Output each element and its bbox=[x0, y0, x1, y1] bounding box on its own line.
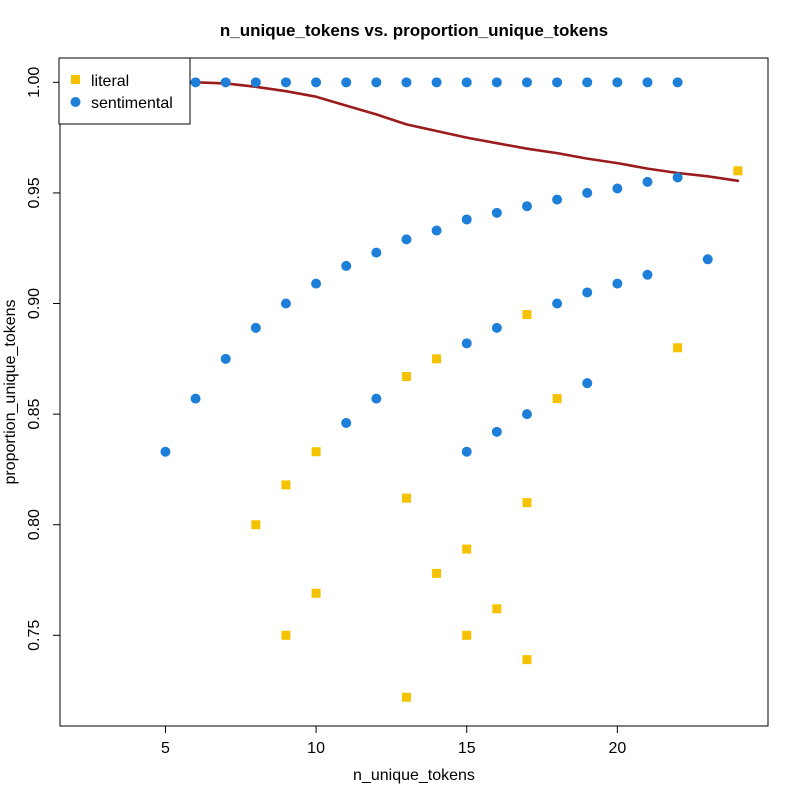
point-sentimental bbox=[341, 77, 352, 88]
point-literal bbox=[432, 568, 442, 578]
x-tick-label: 20 bbox=[608, 740, 626, 757]
point-sentimental bbox=[250, 77, 261, 88]
point-sentimental bbox=[521, 409, 532, 420]
trend-line bbox=[164, 81, 740, 183]
point-sentimental bbox=[461, 214, 472, 225]
point-sentimental bbox=[642, 269, 653, 280]
point-sentimental bbox=[702, 254, 713, 265]
point-literal bbox=[401, 372, 411, 382]
point-sentimental bbox=[250, 322, 261, 333]
point-sentimental bbox=[280, 298, 291, 309]
point-literal bbox=[552, 394, 562, 404]
y-tick-label: 1.00 bbox=[26, 67, 43, 98]
point-sentimental bbox=[401, 234, 412, 245]
y-tick-label: 0.85 bbox=[26, 398, 43, 429]
point-sentimental bbox=[642, 77, 653, 88]
point-literal bbox=[401, 692, 411, 702]
y-axis: 0.75 0.80 0.85 0.90 0.95 1.00 bbox=[26, 67, 60, 651]
point-sentimental bbox=[582, 187, 593, 198]
point-sentimental bbox=[311, 77, 322, 88]
x-axis: 5 10 15 20 bbox=[161, 726, 626, 757]
point-sentimental bbox=[461, 77, 472, 88]
point-sentimental bbox=[552, 194, 563, 205]
y-tick-label: 0.80 bbox=[26, 509, 43, 540]
y-tick-label: 0.95 bbox=[26, 177, 43, 208]
legend-label-literal: literal bbox=[91, 73, 129, 90]
legend-swatch-literal bbox=[71, 75, 80, 84]
point-sentimental bbox=[672, 77, 683, 88]
legend-swatch-sentimental bbox=[70, 97, 81, 107]
y-tick-label: 0.75 bbox=[26, 620, 43, 651]
point-sentimental bbox=[280, 77, 291, 88]
point-sentimental bbox=[431, 225, 442, 236]
point-sentimental bbox=[582, 287, 593, 298]
y-tick-label: 0.90 bbox=[26, 288, 43, 319]
point-sentimental bbox=[552, 298, 563, 309]
point-sentimental bbox=[311, 278, 322, 289]
point-sentimental bbox=[190, 393, 201, 404]
point-literal bbox=[432, 354, 442, 364]
point-sentimental bbox=[371, 77, 382, 88]
point-sentimental bbox=[612, 77, 623, 88]
point-sentimental bbox=[461, 338, 472, 349]
point-sentimental bbox=[341, 260, 352, 271]
point-sentimental bbox=[582, 77, 593, 88]
point-literal bbox=[492, 604, 502, 614]
point-literal bbox=[673, 343, 683, 353]
point-literal bbox=[522, 310, 532, 320]
point-literal bbox=[401, 493, 411, 503]
point-sentimental bbox=[672, 172, 683, 183]
point-sentimental bbox=[612, 183, 623, 194]
point-sentimental bbox=[582, 378, 593, 389]
point-literal bbox=[522, 655, 532, 665]
legend-box bbox=[58, 57, 191, 125]
legend: literal sentimental bbox=[58, 57, 191, 125]
legend-label-sentimental: sentimental bbox=[91, 95, 173, 112]
point-sentimental bbox=[552, 77, 563, 88]
point-literal bbox=[281, 480, 291, 490]
plot-frame bbox=[59, 57, 769, 727]
x-tick-label: 15 bbox=[458, 740, 476, 757]
point-sentimental bbox=[521, 77, 532, 88]
points-group bbox=[160, 77, 743, 702]
point-literal bbox=[311, 447, 321, 457]
point-sentimental bbox=[341, 417, 352, 428]
point-literal bbox=[462, 544, 472, 554]
point-sentimental bbox=[491, 322, 502, 333]
point-literal bbox=[251, 520, 261, 530]
point-literal bbox=[281, 630, 291, 640]
point-sentimental bbox=[220, 353, 231, 364]
point-sentimental bbox=[401, 77, 412, 88]
trend-line-group bbox=[164, 81, 740, 183]
point-literal bbox=[733, 166, 743, 176]
point-sentimental bbox=[521, 201, 532, 212]
point-sentimental bbox=[612, 278, 623, 289]
point-literal bbox=[311, 588, 321, 598]
x-tick-label: 5 bbox=[161, 740, 170, 757]
point-sentimental bbox=[190, 77, 201, 88]
point-sentimental bbox=[642, 176, 653, 187]
y-axis-label: proportion_unique_tokens bbox=[2, 299, 19, 484]
point-literal bbox=[462, 630, 472, 640]
point-sentimental bbox=[491, 426, 502, 437]
point-sentimental bbox=[431, 77, 442, 88]
point-sentimental bbox=[371, 393, 382, 404]
point-literal bbox=[522, 498, 532, 508]
point-sentimental bbox=[461, 446, 472, 457]
point-sentimental bbox=[491, 207, 502, 218]
point-sentimental bbox=[371, 247, 382, 258]
point-sentimental bbox=[491, 77, 502, 88]
chart-title: n_unique_tokens vs. proportion_unique_to… bbox=[220, 21, 608, 40]
point-sentimental bbox=[160, 446, 171, 457]
point-sentimental bbox=[220, 77, 231, 88]
x-tick-label: 10 bbox=[307, 740, 325, 757]
x-axis-label: n_unique_tokens bbox=[353, 767, 475, 784]
